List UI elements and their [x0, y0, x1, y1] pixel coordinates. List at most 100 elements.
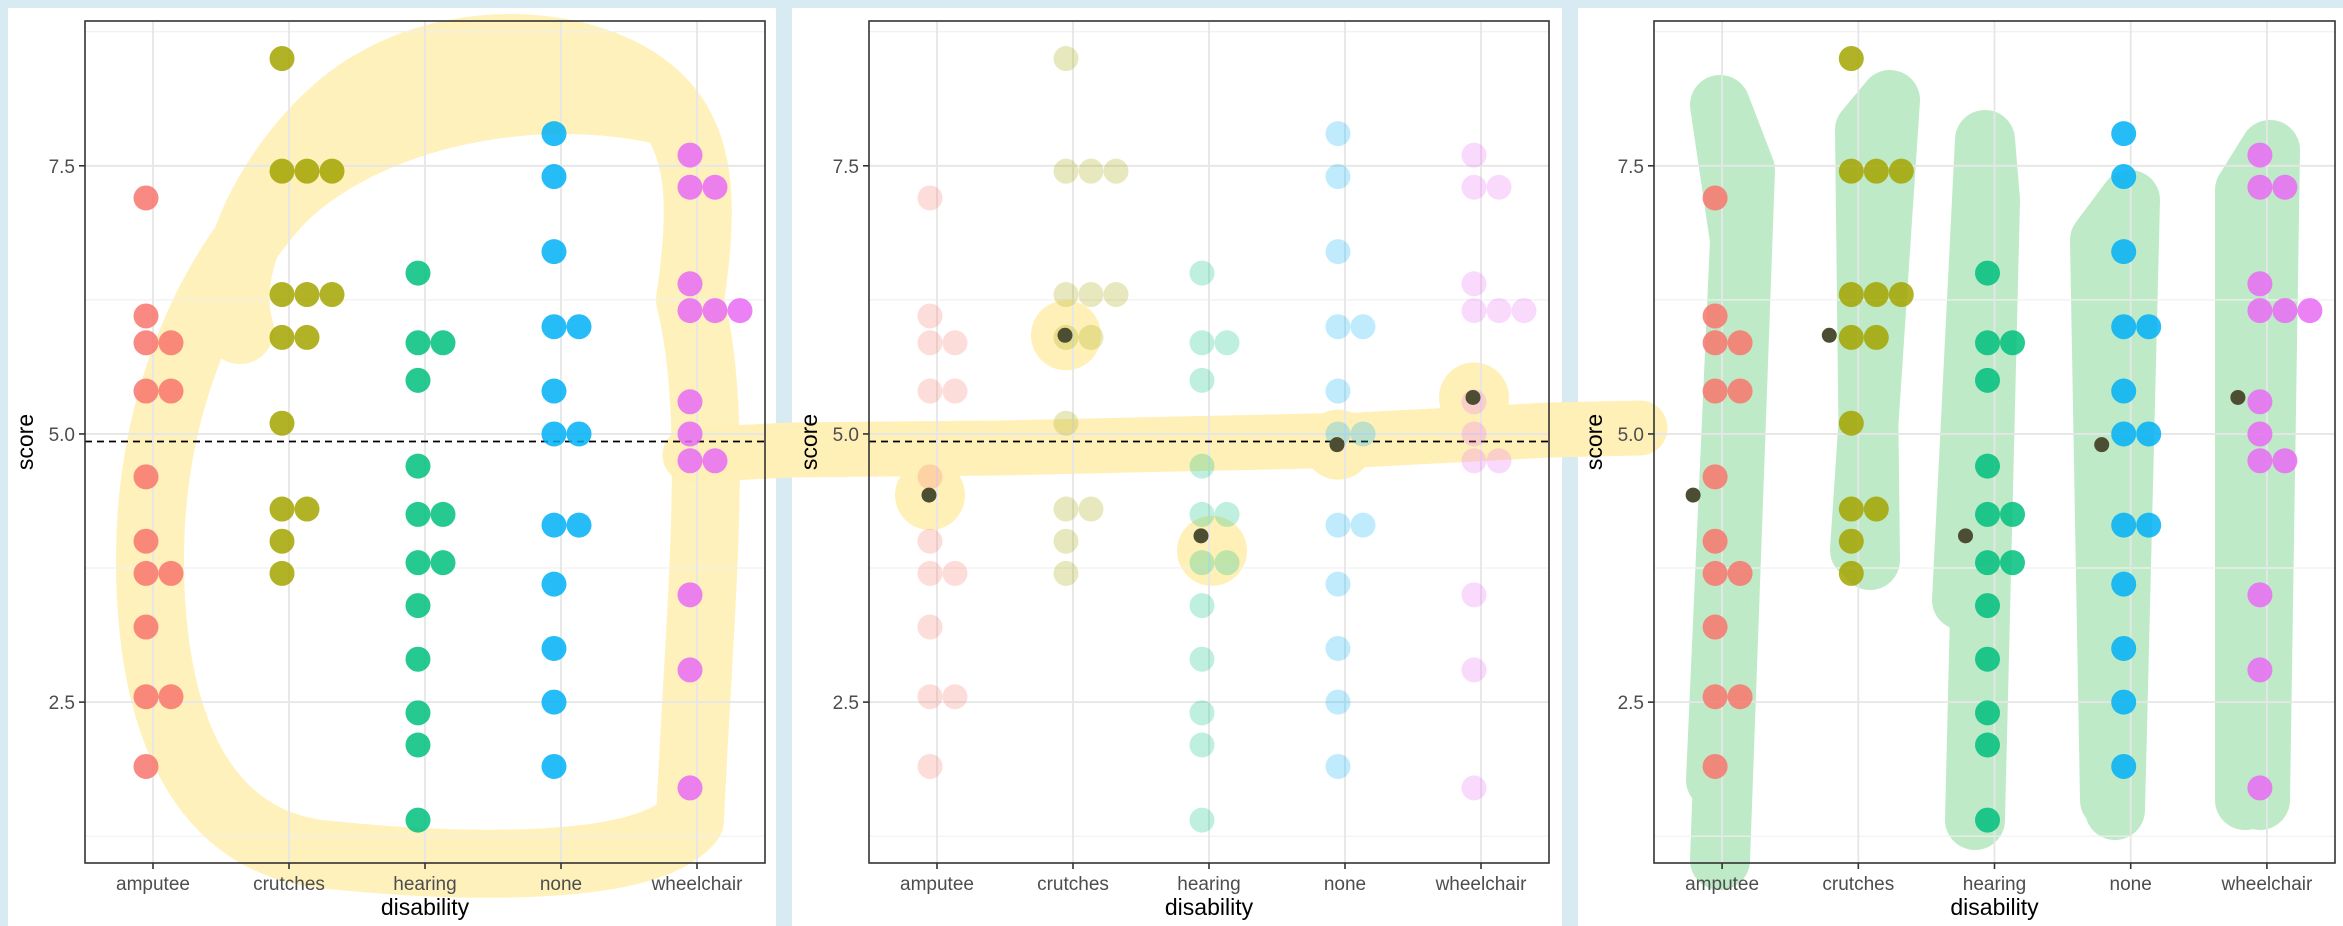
data-point [1325, 635, 1351, 661]
data-point [1838, 324, 1864, 350]
group-mean-point [1329, 437, 1345, 453]
data-point [541, 314, 567, 340]
data-point [405, 732, 431, 758]
data-point [1461, 421, 1487, 447]
data-point [2111, 571, 2137, 597]
data-point [917, 185, 943, 211]
data-point [1325, 239, 1351, 265]
data-point [1189, 732, 1215, 758]
data-point [405, 593, 431, 619]
data-point [1702, 378, 1728, 404]
data-point [133, 378, 159, 404]
data-point [269, 560, 295, 586]
data-point [1461, 271, 1487, 297]
data-point [133, 614, 159, 640]
data-point [2111, 164, 2137, 190]
data-point [2247, 775, 2273, 801]
data-point [677, 271, 703, 297]
data-point [1350, 512, 1376, 538]
data-point [2111, 512, 2137, 538]
data-point [1189, 453, 1215, 479]
data-point [405, 646, 431, 672]
x-tick-label: amputee [1685, 874, 1759, 895]
x-tick-label: hearing [393, 874, 456, 895]
data-point [1975, 367, 2000, 393]
data-point [1975, 260, 2000, 286]
data-point [1975, 330, 2000, 356]
data-point [1863, 324, 1889, 350]
group-mean-point [1057, 327, 1073, 343]
y-tick-label: 2.5 [833, 693, 859, 714]
x-tick-label: wheelchair [2220, 874, 2312, 895]
data-point [2247, 448, 2273, 474]
data-point [2136, 512, 2162, 538]
data-point [1486, 298, 1512, 324]
data-point [1189, 807, 1215, 833]
data-point [1325, 753, 1351, 779]
data-point [1702, 464, 1728, 490]
data-point [917, 330, 943, 356]
data-point [1053, 158, 1079, 184]
data-point [1189, 260, 1215, 286]
data-point [1863, 158, 1889, 184]
data-point [133, 185, 159, 211]
data-point [158, 560, 184, 586]
data-point [1975, 807, 2000, 833]
data-point [2000, 501, 2025, 527]
data-point [269, 496, 295, 522]
x-tick-label: wheelchair [651, 874, 743, 895]
data-point [269, 324, 295, 350]
data-point [566, 512, 592, 538]
data-point [1189, 330, 1215, 356]
data-point [2247, 271, 2273, 297]
data-point [1838, 528, 1864, 554]
data-point [1863, 496, 1889, 522]
data-point [1325, 378, 1351, 404]
data-point [1214, 330, 1240, 356]
data-point [541, 512, 567, 538]
data-point [1727, 560, 1753, 586]
data-point [1189, 367, 1215, 393]
data-point [2111, 689, 2137, 715]
data-point [1214, 550, 1240, 576]
data-point [133, 464, 159, 490]
data-point [1053, 528, 1079, 554]
highlight-circle-stroke [116, 14, 740, 898]
data-point [677, 582, 703, 608]
data-point [566, 421, 592, 447]
data-point [405, 260, 431, 286]
data-point [1103, 158, 1129, 184]
data-point [1461, 582, 1487, 608]
data-point [2111, 378, 2137, 404]
data-point [158, 378, 184, 404]
data-point [1350, 421, 1376, 447]
data-point [2247, 389, 2273, 415]
data-point [541, 378, 567, 404]
data-point [269, 46, 295, 72]
data-point [1461, 448, 1487, 474]
data-point [294, 282, 320, 308]
y-axis-title: score [796, 414, 822, 470]
data-point [1078, 496, 1104, 522]
x-tick-label: crutches [1037, 874, 1109, 895]
data-point [1325, 571, 1351, 597]
x-tick-label: none [540, 874, 582, 895]
data-point [1975, 700, 2000, 726]
data-point [677, 174, 703, 200]
x-tick-label: wheelchair [1435, 874, 1527, 895]
data-point [727, 298, 753, 324]
data-point [405, 330, 431, 356]
x-axis-title: disability [1165, 894, 1254, 920]
data-point [1189, 550, 1215, 576]
data-point [541, 164, 567, 190]
data-point [677, 389, 703, 415]
data-point [1461, 657, 1487, 683]
x-tick-label: amputee [116, 874, 190, 895]
data-point [133, 330, 159, 356]
data-point [541, 121, 567, 147]
x-tick-label: none [2110, 874, 2152, 895]
data-point [2111, 121, 2137, 147]
group-mean-point [2094, 437, 2110, 453]
data-point [1053, 496, 1079, 522]
